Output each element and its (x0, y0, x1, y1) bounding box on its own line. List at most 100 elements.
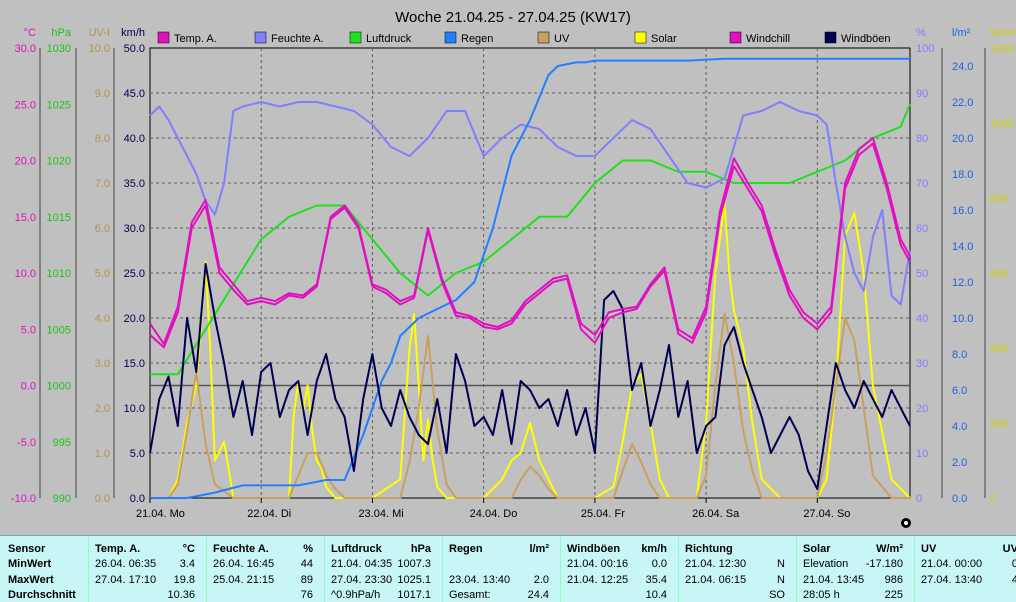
axis-tick-rain: 8.0 (952, 349, 967, 361)
table-cell-time: 21.04. 00:16 (567, 558, 629, 570)
axis-tick-temp: 20.0 (15, 156, 36, 168)
table-cell-time: 21.04. 04:35 (331, 558, 393, 570)
axis-tick-wind: 40.0 (124, 133, 145, 145)
x-tick-label: 24.04. Do (470, 508, 518, 520)
legend-swatch (157, 31, 170, 44)
axis-tick-wind: 35.0 (124, 178, 145, 190)
legend-swatch (254, 31, 267, 44)
table-cell-value: SO (769, 589, 785, 601)
axis-tick-temp: -5.0 (17, 437, 36, 449)
axis-tick-temp: -10.0 (11, 493, 36, 505)
axis-tick-uv: 10.0 (89, 43, 110, 55)
table-cell-value: 1017.1 (397, 589, 431, 601)
legend-label: Luftdruck (366, 33, 412, 45)
axis-tick-humidity: 60 (916, 223, 928, 235)
axis-tick-solar: 600 (990, 268, 1008, 280)
axis-tick-uv: 4.0 (95, 313, 110, 325)
table-cell-value: 24.4 (527, 589, 549, 601)
axis-tick-rain: 14.0 (952, 241, 973, 253)
table-cell-time: 26.04. 16:45 (213, 558, 275, 570)
table-column-header: Solar (803, 543, 831, 555)
table-cell-value: -17.180 (865, 558, 903, 570)
legend-label: Temp. A. (174, 33, 217, 45)
table-cell-time: 26.04. 06:35 (95, 558, 157, 570)
series-line-solar (150, 202, 911, 499)
legend-label: Regen (461, 33, 493, 45)
table-cell-value: 35.4 (645, 574, 667, 586)
axis-tick-wind: 5.0 (130, 448, 145, 460)
table-column-header: Windböen (567, 543, 621, 555)
axis-tick-wind: 45.0 (124, 88, 145, 100)
table-cell-value: 19.8 (173, 574, 195, 586)
table-row-label: Durchschnitt (8, 589, 76, 601)
axis-tick-solar: 1000 (990, 118, 1014, 130)
axis-tick-rain: 4.0 (952, 421, 967, 433)
axis-tick-humidity: 80 (916, 133, 928, 145)
table-column: Windböen km/h 21.04. 00:16 0.0 21.04. 12:25 3… (560, 536, 671, 602)
table-column-unit: °C (182, 543, 195, 555)
axis-tick-rain: 18.0 (952, 169, 973, 181)
axis-tick-wind: 25.0 (124, 268, 145, 280)
legend-label: Solar (651, 33, 677, 45)
axis-tick-temp: 30.0 (15, 43, 36, 55)
x-tick-label: 23.04. Mi (358, 508, 403, 520)
x-axis: 21.04. Mo 22.04. Di 23.04. Mi 24.04. Do 25.0… (136, 498, 850, 520)
legend-label: Windböen (841, 33, 891, 45)
x-tick-label: 26.04. Sa (692, 508, 740, 520)
axis-tick-wind: 10.0 (124, 403, 145, 415)
axis-tick-uv: 2.0 (95, 403, 110, 415)
axis-tick-rain: 20.0 (952, 133, 973, 145)
table-cell-time: 27.04. 23:30 (331, 574, 393, 586)
table-cell-time: 21.04. 13:45 (803, 574, 865, 586)
axis-tick-humidity: 90 (916, 88, 928, 100)
axis-tick-pressure: 990 (53, 493, 71, 505)
axis-tick-uv: 9.0 (95, 88, 110, 100)
table-column-header: Richtung (685, 543, 733, 555)
table-cell-value: 76 (300, 589, 313, 601)
axis-tick-uv: 1.0 (95, 448, 110, 460)
axis-tick-rain: 16.0 (952, 205, 973, 217)
axis-unit-humidity: % (916, 27, 926, 39)
x-tick-label: 25.04. Fr (581, 508, 625, 520)
axis-tick-uv: 3.0 (95, 358, 110, 370)
axis-tick-temp: 0.0 (21, 381, 36, 393)
axis-tick-wind: 0.0 (130, 493, 145, 505)
table-column-header: Luftdruck (331, 543, 382, 555)
table-column: Regen l/m² 23.04. 13:40 2.0 Gesamt: 24.4 (442, 536, 553, 602)
legend-swatch (349, 31, 362, 44)
table-column-unit: W/m² (876, 543, 903, 555)
axis-tick-temp: 10.0 (15, 268, 36, 280)
axis-tick-rain: 10.0 (952, 313, 973, 325)
series-line-uv (150, 312, 910, 499)
legend-swatch (729, 31, 742, 44)
table-cell-time: 21.04. 06:15 (685, 574, 747, 586)
axis-tick-temp: 5.0 (21, 324, 36, 336)
x-tick-label: 22.04. Di (247, 508, 291, 520)
axis-tick-solar: 0 (990, 493, 996, 505)
axis-tick-solar: 200 (990, 418, 1008, 430)
table-cell-value: 3.4 (179, 558, 195, 570)
chart-title: Woche 21.04.25 - 27.04.25 (KW17) (395, 9, 631, 26)
axis-unit-solar: W/m² (990, 27, 1016, 39)
axis-tick-uv: 5.0 (95, 268, 110, 280)
x-tick-label: 21.04. Mo (136, 508, 185, 520)
table-column-header: Feuchte A. (213, 543, 269, 555)
series-line-temp-a- (149, 137, 911, 345)
table-cell-value: 2.0 (533, 574, 549, 586)
legend-swatch (824, 31, 837, 44)
axis-unit-temp: °C (24, 27, 36, 39)
table-row-label: Sensor (8, 543, 46, 555)
axis-tick-uv: 6.0 (95, 223, 110, 235)
table-cell-value: 0.0 (651, 558, 667, 570)
axis-unit-rain: l/m² (952, 27, 971, 39)
x-tick-label: 27.04. So (803, 508, 850, 520)
axis-tick-pressure: 1020 (47, 156, 71, 168)
series-line-luftdruck (150, 103, 911, 376)
table-row-label: MinWert (8, 558, 52, 570)
table-cell-time: 21.04. 12:30 (685, 558, 747, 570)
table-cell-time: 27.04. 17:10 (95, 574, 157, 586)
axis-tick-uv: 8.0 (95, 133, 110, 145)
legend-swatch (537, 31, 550, 44)
cursor-icon[interactable] (901, 518, 911, 528)
axis-tick-humidity: 10 (916, 448, 928, 460)
